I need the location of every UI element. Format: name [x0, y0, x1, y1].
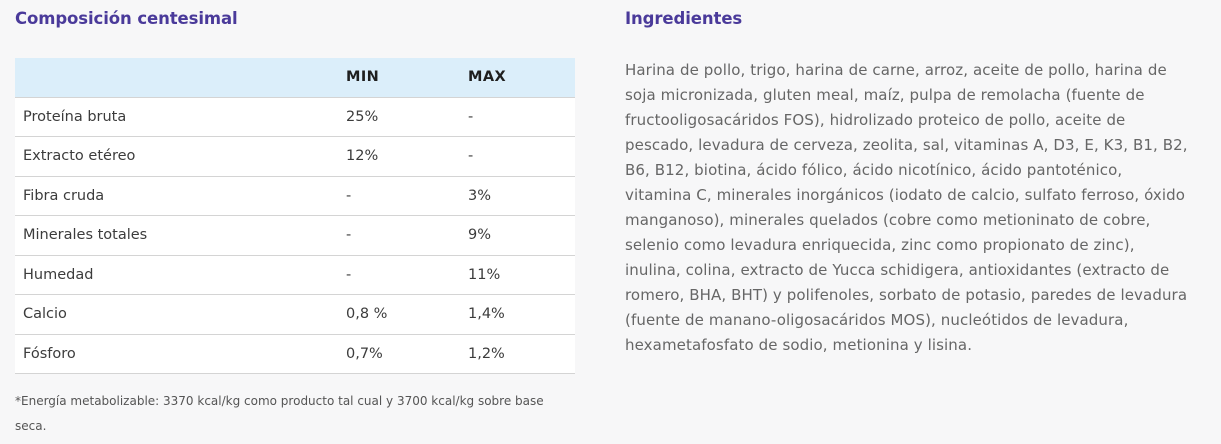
row-min: 0,7%	[346, 345, 383, 362]
row-name: Proteína bruta	[23, 108, 127, 125]
row-max: 9%	[468, 227, 492, 244]
table-row: Extracto etéreo 12% -	[15, 136, 575, 177]
row-name: Fósforo	[23, 345, 76, 362]
table-row: Calcio 0,8 % 1,4%	[15, 294, 575, 335]
ingredients-text: Harina de pollo, trigo, harina de carne,…	[625, 61, 1188, 354]
row-min: -	[346, 227, 352, 244]
row-name: Calcio	[23, 306, 67, 323]
table-row: Minerales totales - 9%	[15, 215, 575, 256]
header-max: MAX	[468, 69, 507, 86]
row-min: -	[346, 266, 352, 283]
row-min: -	[346, 187, 352, 204]
header-min: MIN	[346, 69, 380, 86]
table-row: Proteína bruta 25% -	[15, 97, 575, 137]
composition-table: MIN MAX Proteína bruta 25% - Extracto et…	[15, 58, 575, 374]
row-name: Minerales totales	[23, 227, 148, 244]
row-max: 1,4%	[468, 306, 505, 323]
row-min: 12%	[346, 148, 379, 165]
row-max: 11%	[468, 266, 501, 283]
row-max: -	[468, 148, 474, 165]
row-name: Humedad	[23, 266, 94, 283]
energy-footnote: *Energía metabolizable: 3370 kcal/kg com…	[15, 394, 544, 433]
table-row: Fósforo 0,7% 1,2%	[15, 334, 575, 374]
row-max: 3%	[468, 187, 492, 204]
composition-title: Composición centesimal	[15, 9, 238, 28]
ingredients-title: Ingredientes	[625, 9, 743, 28]
header-name	[15, 58, 346, 97]
row-min: 25%	[346, 108, 379, 125]
table-header-row: MIN MAX	[15, 58, 575, 97]
row-max: 1,2%	[468, 345, 505, 362]
row-max: -	[468, 108, 474, 125]
table-row: Fibra cruda - 3%	[15, 176, 575, 216]
row-name: Extracto etéreo	[23, 148, 136, 165]
row-name: Fibra cruda	[23, 187, 105, 204]
table-row: Humedad - 11%	[15, 255, 575, 295]
row-min: 0,8 %	[346, 306, 388, 323]
